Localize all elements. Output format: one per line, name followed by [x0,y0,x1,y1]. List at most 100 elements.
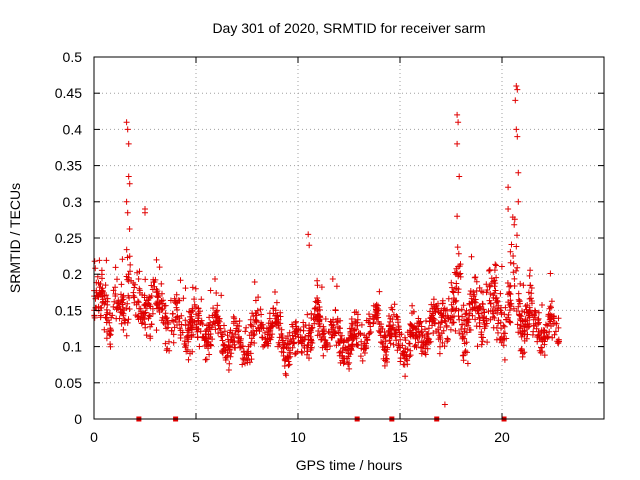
data-point [123,198,130,205]
data-point [497,290,504,297]
data-point [330,324,337,331]
data-point [450,319,457,326]
data-point [503,316,510,323]
data-point [460,352,467,359]
data-point [110,303,117,310]
data-point [441,305,448,312]
data-point [422,326,428,333]
data-point [319,344,326,351]
data-point [127,268,133,275]
data-point [103,306,110,313]
data-point [514,232,520,239]
data-point [434,305,441,312]
data-point [471,274,478,281]
data-point [268,334,275,341]
data-point [475,310,482,317]
data-point [453,285,460,292]
data-point [507,248,514,255]
data-point [126,180,133,187]
data-point [136,287,143,294]
data-point [469,312,476,319]
data-point [257,306,264,313]
data-point [455,307,462,314]
data-point [112,284,119,291]
data-point [494,307,501,314]
data-point [344,337,351,344]
data-point [396,344,403,351]
data-point [172,297,179,304]
data-point [519,308,525,315]
data-point [397,358,404,365]
data-point [325,328,332,335]
data-point [322,316,329,322]
data-point [101,326,108,333]
data-point [490,324,497,331]
data-point [387,340,394,347]
data-point [468,253,475,260]
data-point [346,365,353,372]
data-point [170,331,177,338]
y-tick-label: 0.15 [55,302,82,318]
data-point [518,347,525,354]
data-point [551,331,558,338]
data-point [539,302,545,308]
data-point [507,259,514,266]
data-point [102,314,109,321]
data-point [425,336,432,342]
data-point [445,295,452,302]
axis-ticks [93,56,604,420]
data-point [280,343,287,349]
data-point [436,350,443,357]
data-point [484,339,491,346]
data-point [287,353,294,360]
data-point [328,319,335,326]
data-point [441,343,448,350]
data-point [423,318,429,324]
data-point [547,270,554,277]
data-point [373,301,380,308]
data-point [211,320,218,327]
data-point [355,342,361,348]
data-point [189,284,196,291]
data-point [456,173,463,180]
data-point [285,362,292,369]
data-point [258,311,265,318]
data-point [295,339,302,346]
data-point [477,305,484,312]
data-point [510,253,517,259]
data-point [521,337,528,344]
data-point [430,301,437,308]
data-point [189,305,196,312]
data-point [153,256,160,263]
data-point [248,335,255,342]
data-point [286,329,293,336]
data-point [188,334,195,340]
data-point [421,334,428,340]
data-point [196,343,203,350]
data-point [278,334,285,341]
data-point [370,302,377,309]
y-tick-label: 0.3 [63,194,83,210]
data-point [513,83,520,89]
data-point [364,336,371,343]
data-point [505,206,512,212]
data-point [272,289,278,295]
data-point [141,316,148,323]
data-point [119,256,126,263]
data-point [361,332,368,339]
data-point [404,361,411,368]
data-point [387,330,394,337]
data-point [514,86,521,93]
data-point [504,280,511,286]
data-point [521,331,528,337]
y-tick-label: 0.1 [63,339,83,355]
data-point [106,319,113,326]
data-point [463,339,470,346]
data-point [156,309,163,315]
data-point [473,323,480,330]
data-point [148,293,155,299]
data-point [316,313,322,320]
data-point [393,327,400,334]
data-point [503,335,510,342]
data-point [264,338,271,345]
